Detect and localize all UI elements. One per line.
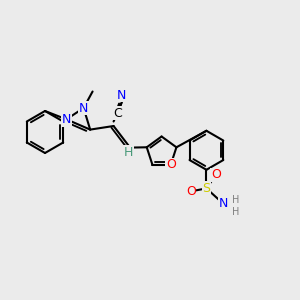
Text: N: N <box>116 88 126 102</box>
Text: H: H <box>124 146 133 159</box>
Text: H: H <box>232 207 239 218</box>
Text: O: O <box>166 158 176 171</box>
Text: N: N <box>62 113 71 126</box>
Text: S: S <box>202 182 210 195</box>
Text: C: C <box>114 106 122 120</box>
Text: N: N <box>219 197 228 210</box>
Text: N: N <box>79 101 88 115</box>
Text: O: O <box>211 168 221 182</box>
Text: H: H <box>232 195 239 206</box>
Text: O: O <box>186 185 196 198</box>
